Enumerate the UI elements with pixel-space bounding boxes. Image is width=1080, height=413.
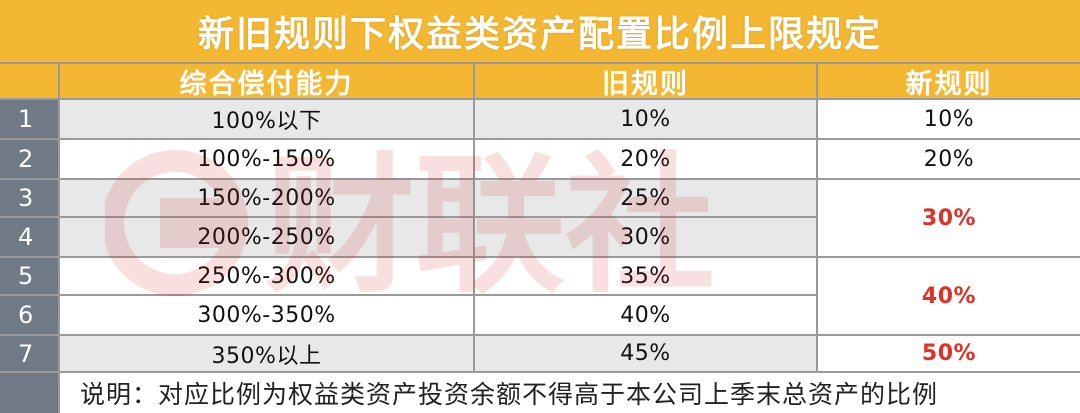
row-number[interactable]: 1 — [0, 100, 58, 138]
old-rule-cell[interactable]: 30% — [475, 218, 816, 256]
old-rule-cell[interactable]: 40% — [475, 296, 816, 334]
header-old-rule[interactable]: 旧规则 — [475, 64, 816, 100]
capacity-cell[interactable]: 100%-150% — [60, 140, 473, 178]
capacity-cell[interactable]: 300%-350% — [60, 296, 473, 334]
new-rule-cell[interactable]: 20% — [818, 140, 1080, 178]
old-rule-cell[interactable]: 25% — [475, 180, 816, 216]
page-title: 新旧规则下权益类资产配置比例上限规定 — [0, 0, 1080, 62]
header-new-rule[interactable]: 新规则 — [818, 64, 1080, 100]
new-rule-merged-cell[interactable]: 40% — [818, 258, 1080, 334]
capacity-cell[interactable]: 150%-200% — [60, 180, 473, 216]
corner-cell — [0, 64, 58, 98]
capacity-cell[interactable]: 200%-250% — [60, 218, 473, 256]
old-rule-cell[interactable]: 45% — [475, 336, 816, 371]
row-number[interactable]: 4 — [0, 218, 58, 256]
old-rule-cell[interactable]: 20% — [475, 140, 816, 178]
row-number[interactable]: 2 — [0, 140, 58, 178]
old-rule-cell[interactable]: 10% — [475, 100, 816, 138]
new-rule-cell[interactable]: 50% — [818, 336, 1080, 371]
new-rule-merged-cell[interactable]: 30% — [818, 180, 1080, 256]
capacity-cell[interactable]: 250%-300% — [60, 258, 473, 294]
header-capacity[interactable]: 综合偿付能力 — [60, 64, 473, 100]
footnote[interactable]: 说明：对应比例为权益类资产投资余额不得高于本公司上季末总资产的比例 — [60, 373, 1080, 413]
capacity-cell[interactable]: 350%以上 — [60, 336, 473, 371]
row-number[interactable]: 7 — [0, 336, 58, 371]
old-rule-cell[interactable]: 35% — [475, 258, 816, 294]
row-number[interactable]: 5 — [0, 258, 58, 294]
row-number[interactable]: 3 — [0, 180, 58, 216]
new-rule-cell[interactable]: 10% — [818, 100, 1080, 138]
row-number[interactable]: 6 — [0, 296, 58, 334]
capacity-cell[interactable]: 100%以下 — [60, 100, 473, 138]
row-number-blank — [0, 373, 58, 413]
